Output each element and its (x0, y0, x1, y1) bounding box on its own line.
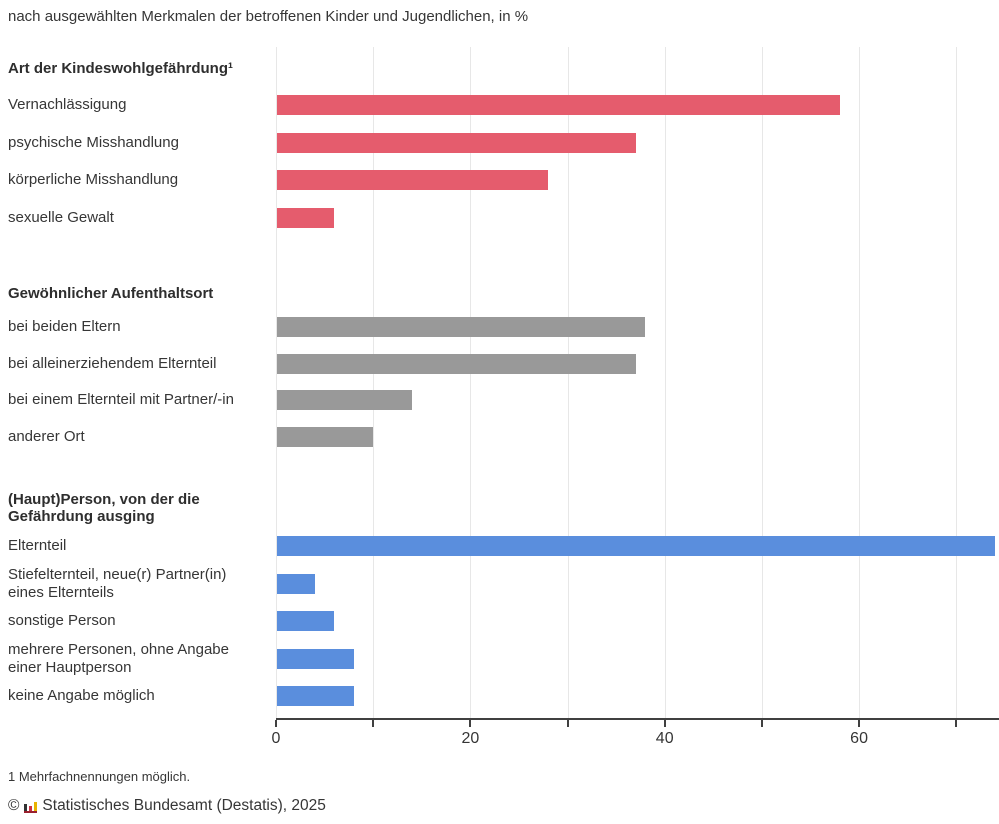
bar (277, 317, 645, 337)
axis-tick (663, 720, 666, 727)
gridline (567, 47, 569, 718)
bar (277, 390, 412, 411)
axis-tick (566, 720, 569, 727)
bar-label: körperliche Misshandlung (8, 171, 179, 189)
bar-label: sonstige Person (8, 612, 116, 629)
axis-tick (372, 720, 375, 727)
gridline (470, 47, 472, 718)
bar-label: psychische Misshandlung (8, 133, 179, 151)
section-header: Gewöhnlicher Aufenthaltsort (8, 285, 214, 302)
axis-tick (275, 720, 277, 727)
axis-tick (469, 720, 472, 727)
bar (277, 686, 354, 706)
copyright: © Statistisches Bundesamt (Destatis), 20… (8, 796, 326, 816)
gridline (276, 47, 277, 718)
bar-label: mehrere Personen, ohne Angabe einer Haup… (8, 640, 229, 676)
axis-tick-label: 0 (271, 730, 281, 747)
bar-label: sexuelle Gewalt (8, 209, 114, 227)
logo-bar (29, 806, 33, 811)
bar-label: bei alleinerziehendem Elternteil (8, 354, 217, 372)
gridline (956, 47, 958, 718)
bar-label: bei einem Elternteil mit Partner/-in (8, 391, 234, 409)
footnote: 1 Mehrfachnennungen möglich. (8, 769, 191, 784)
bar-label: anderer Ort (8, 427, 85, 445)
bar-label: bei beiden Eltern (8, 318, 121, 335)
bar-label: Elternteil (8, 537, 67, 554)
axis-tick-label: 60 (850, 730, 868, 747)
gridline (859, 47, 861, 718)
bar (277, 573, 315, 594)
section-header: (Haupt)Person, von der die Gefährdung au… (8, 491, 200, 525)
bar (277, 353, 636, 374)
axis-tick-label: 20 (461, 730, 480, 747)
bar-label: keine Angabe möglich (8, 687, 155, 704)
axis-tick (955, 720, 958, 727)
bar-chart: Art der Kindeswohlgefährdung¹ Vernachläss… (8, 47, 999, 747)
bar-label: Vernachlässigung (8, 96, 127, 113)
x-axis-line (276, 718, 999, 720)
bar (277, 208, 334, 229)
gridline (664, 47, 666, 718)
copyright-symbol: © (8, 797, 20, 814)
bar (277, 536, 995, 556)
chart-subtitle: nach ausgewählten Merkmalen der betroffe… (8, 8, 529, 25)
destatis-bars-logo-icon (24, 801, 38, 813)
section-header: Art der Kindeswohlgefährdung¹ (8, 60, 233, 77)
bar (277, 426, 373, 447)
bar (277, 170, 548, 191)
copyright-text: Statistisches Bundesamt (Destatis), 2025 (42, 797, 326, 814)
axis-tick (858, 720, 861, 727)
bar (277, 648, 354, 669)
gridline (761, 47, 763, 718)
bar (277, 611, 334, 631)
logo-bar (24, 804, 28, 811)
axis-tick (760, 720, 763, 727)
logo-bar (34, 802, 38, 811)
bar (277, 95, 840, 115)
bar-label: Stiefelternteil, neue(r) Partner(in) ein… (8, 565, 227, 601)
axis-tick-label: 40 (655, 730, 674, 747)
bar (277, 132, 636, 153)
gridline (373, 47, 375, 718)
